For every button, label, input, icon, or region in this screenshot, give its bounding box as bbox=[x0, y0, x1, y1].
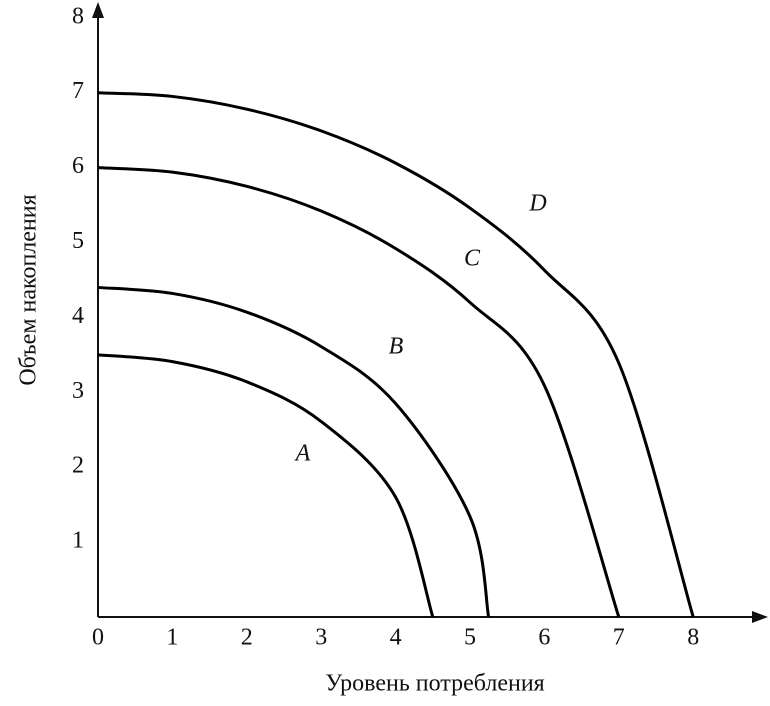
y-axis-label: Объем накопления bbox=[16, 194, 42, 385]
y-tick-label: 6 bbox=[72, 153, 84, 179]
x-tick-label: 4 bbox=[390, 625, 402, 651]
curve-label: C bbox=[464, 246, 481, 272]
x-axis-label: Уровень потребления bbox=[325, 671, 544, 697]
x-tick-label: 3 bbox=[315, 625, 327, 651]
y-axis-arrow bbox=[92, 2, 104, 18]
curve-label: D bbox=[528, 191, 546, 217]
x-tick-label: 7 bbox=[613, 625, 625, 651]
curve-label: A bbox=[294, 441, 311, 467]
x-axis-arrow bbox=[752, 611, 768, 623]
y-tick-label: 5 bbox=[72, 228, 84, 254]
y-tick-label: 3 bbox=[72, 378, 84, 404]
x-tick-label: 5 bbox=[464, 625, 476, 651]
x-tick-label: 8 bbox=[687, 625, 699, 651]
curve bbox=[97, 285, 491, 618]
x-tick-label: 6 bbox=[538, 625, 550, 651]
curve bbox=[97, 353, 435, 618]
x-tick-label: 1 bbox=[166, 625, 178, 651]
curve bbox=[97, 166, 621, 618]
curve-label: B bbox=[389, 334, 404, 360]
y-tick-label: 8 bbox=[72, 3, 84, 29]
curve bbox=[97, 91, 695, 618]
x-tick-label: 2 bbox=[241, 625, 253, 651]
y-tick-label: 7 bbox=[72, 78, 84, 104]
x-tick-label: 0 bbox=[92, 625, 104, 651]
y-tick-label: 1 bbox=[72, 528, 84, 554]
y-tick-label: 4 bbox=[72, 303, 84, 329]
y-tick-label: 2 bbox=[72, 453, 84, 479]
